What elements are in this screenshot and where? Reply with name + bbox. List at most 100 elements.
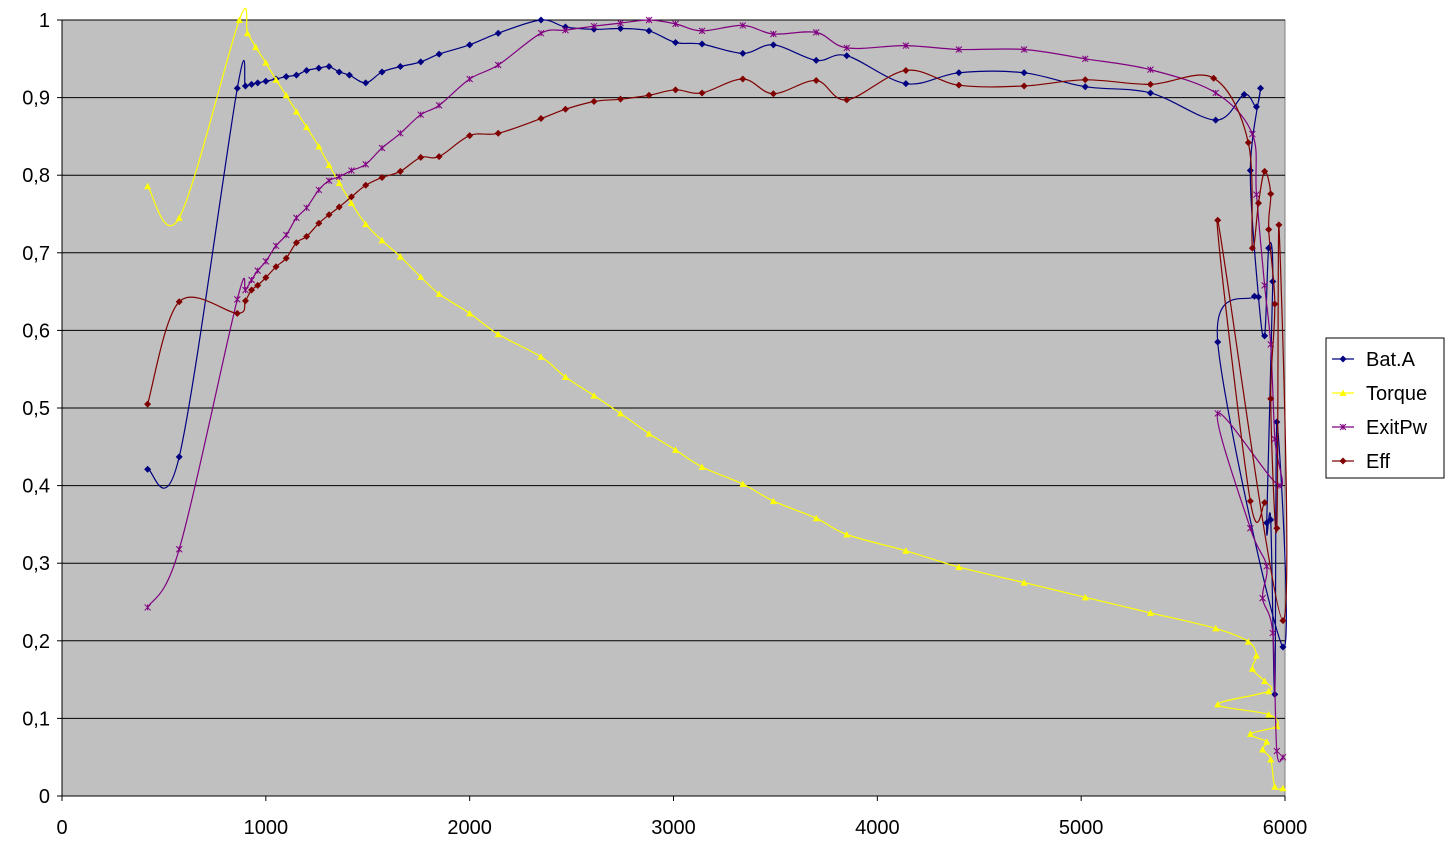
data-point	[843, 52, 851, 60]
data-point	[1279, 784, 1287, 792]
data-point	[262, 59, 270, 66]
data-point	[233, 84, 241, 92]
data-point	[362, 79, 370, 87]
data-point	[1252, 652, 1260, 659]
data-point	[955, 81, 963, 89]
data-point	[282, 91, 290, 99]
data-point	[645, 16, 653, 24]
data-point	[233, 296, 241, 303]
data-point	[1246, 167, 1254, 175]
data-point	[348, 167, 355, 174]
data-point	[698, 89, 706, 97]
data-point	[1267, 756, 1275, 763]
data-point	[397, 129, 404, 137]
data-point	[645, 91, 653, 99]
data-point	[243, 29, 251, 37]
data-point	[812, 29, 820, 36]
data-point	[1210, 74, 1218, 82]
data-point	[561, 105, 569, 113]
y-tick-label: 0,4	[22, 476, 50, 498]
data-point	[1146, 609, 1154, 616]
data-point	[435, 290, 443, 297]
data-point	[315, 142, 323, 150]
data-point	[1257, 84, 1265, 92]
data-point	[235, 16, 243, 23]
data-point	[144, 465, 152, 473]
data-point	[902, 80, 910, 88]
legend-label: Torque	[1366, 383, 1427, 405]
data-point	[1248, 244, 1256, 252]
data-point	[335, 203, 343, 211]
x-tick-label: 6000	[1263, 817, 1308, 839]
legend-box	[1325, 337, 1445, 479]
data-point	[1259, 594, 1266, 602]
legend-marker	[1339, 423, 1347, 431]
data-point	[1020, 46, 1028, 53]
data-point	[739, 480, 747, 488]
legend-label: ExitPw	[1366, 417, 1428, 439]
data-point	[1244, 139, 1252, 147]
data-point	[282, 231, 290, 239]
x-tick-label: 5000	[1059, 817, 1104, 839]
data-point	[325, 63, 333, 71]
data-point	[902, 547, 910, 554]
data-point	[1263, 738, 1271, 745]
data-point	[303, 123, 311, 131]
data-point	[272, 263, 280, 271]
data-point	[248, 286, 256, 294]
data-point	[1261, 332, 1269, 340]
data-point	[1214, 216, 1222, 224]
data-point	[1020, 82, 1028, 90]
data-point	[262, 274, 270, 282]
data-point	[241, 82, 249, 90]
data-point	[1273, 418, 1281, 426]
data-point	[1255, 199, 1263, 207]
data-point	[362, 220, 370, 228]
data-point	[435, 102, 443, 109]
data-point	[902, 66, 910, 74]
data-point	[645, 27, 653, 35]
data-point	[1273, 524, 1281, 532]
data-point	[396, 167, 404, 175]
data-point	[325, 161, 333, 169]
data-point	[1269, 629, 1277, 637]
data-point	[1265, 711, 1273, 718]
series-torque	[144, 8, 1287, 792]
data-point	[739, 22, 747, 29]
data-point	[303, 66, 311, 74]
data-point	[698, 40, 706, 48]
data-point	[812, 514, 820, 522]
data-point	[617, 409, 625, 417]
data-point	[335, 68, 343, 76]
data-point	[282, 254, 290, 262]
data-point	[843, 96, 851, 104]
legend: Bat.A Torque ExitPw Eff	[1325, 337, 1445, 479]
data-point	[282, 73, 290, 81]
data-point	[378, 144, 386, 152]
data-point	[1279, 617, 1287, 625]
data-point	[1261, 167, 1269, 175]
data-point	[494, 61, 502, 69]
data-point	[1146, 89, 1154, 97]
y-tick-label: 1	[39, 10, 50, 32]
data-point	[396, 63, 404, 71]
data-point	[1020, 69, 1028, 77]
data-point	[175, 214, 183, 221]
data-point	[1246, 497, 1254, 505]
data-point	[1214, 410, 1222, 417]
y-tick-label: 0,7	[22, 243, 50, 265]
data-point	[325, 177, 333, 184]
data-point	[1246, 730, 1254, 737]
data-point	[1279, 753, 1287, 761]
data-point	[144, 182, 152, 190]
y-tick-label: 0,8	[22, 165, 50, 187]
data-point	[494, 29, 502, 37]
data-point	[955, 46, 963, 53]
data-point	[617, 25, 625, 33]
data-point	[769, 41, 777, 49]
data-point	[1265, 226, 1273, 234]
data-point	[345, 71, 353, 79]
x-tick-label: 4000	[855, 817, 900, 839]
data-point	[1265, 687, 1273, 695]
